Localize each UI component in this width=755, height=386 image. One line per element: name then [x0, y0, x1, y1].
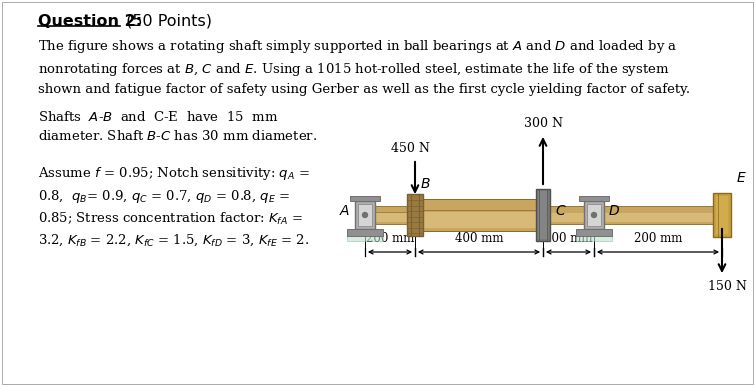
- Text: Question 2:: Question 2:: [38, 14, 142, 29]
- Bar: [579, 196, 609, 201]
- Bar: [415, 212, 543, 228]
- Bar: [415, 199, 543, 231]
- Text: $B$: $B$: [420, 177, 430, 191]
- Text: (50 Points): (50 Points): [121, 14, 212, 29]
- Text: $E$: $E$: [735, 171, 747, 185]
- Bar: [576, 236, 612, 241]
- Circle shape: [362, 213, 368, 217]
- Text: 200 mm: 200 mm: [633, 232, 683, 245]
- Bar: [584, 201, 604, 229]
- Bar: [358, 204, 372, 226]
- Bar: [365, 213, 415, 222]
- Bar: [713, 193, 731, 237]
- Bar: [543, 213, 721, 222]
- Bar: [538, 191, 548, 239]
- Bar: [587, 204, 601, 226]
- Text: 400 mm: 400 mm: [455, 232, 504, 245]
- Bar: [347, 229, 383, 236]
- Text: 200 mm: 200 mm: [366, 232, 414, 245]
- Text: 300 mm: 300 mm: [544, 232, 593, 245]
- Text: 150 N: 150 N: [707, 280, 747, 293]
- Bar: [536, 189, 550, 241]
- Bar: [407, 194, 423, 236]
- Bar: [365, 206, 415, 224]
- Text: 300 N: 300 N: [523, 117, 562, 130]
- Text: 450 N: 450 N: [390, 142, 430, 155]
- Bar: [350, 196, 380, 201]
- Text: $D$: $D$: [608, 204, 620, 218]
- Bar: [347, 236, 383, 241]
- Text: $C$: $C$: [555, 204, 567, 218]
- Bar: [576, 229, 612, 236]
- Bar: [543, 206, 721, 224]
- Text: $A$: $A$: [339, 204, 350, 218]
- Bar: [716, 196, 728, 234]
- Bar: [355, 201, 375, 229]
- Text: The figure shows a rotating shaft simply supported in ball bearings at $A$ and $: The figure shows a rotating shaft simply…: [38, 38, 690, 96]
- Text: Assume $f$ = 0.95; Notch sensitivity: $q_A$ =
0.8,  $q_B$= 0.9, $q_C$ = 0.7, $q_: Assume $f$ = 0.95; Notch sensitivity: $q…: [38, 165, 310, 248]
- Circle shape: [591, 213, 596, 217]
- Text: Shafts  $A$-$B$  and  C-E  have  15  mm
diameter. Shaft $B$-$C$ has 30 mm diamet: Shafts $A$-$B$ and C-E have 15 mm diamet…: [38, 110, 317, 144]
